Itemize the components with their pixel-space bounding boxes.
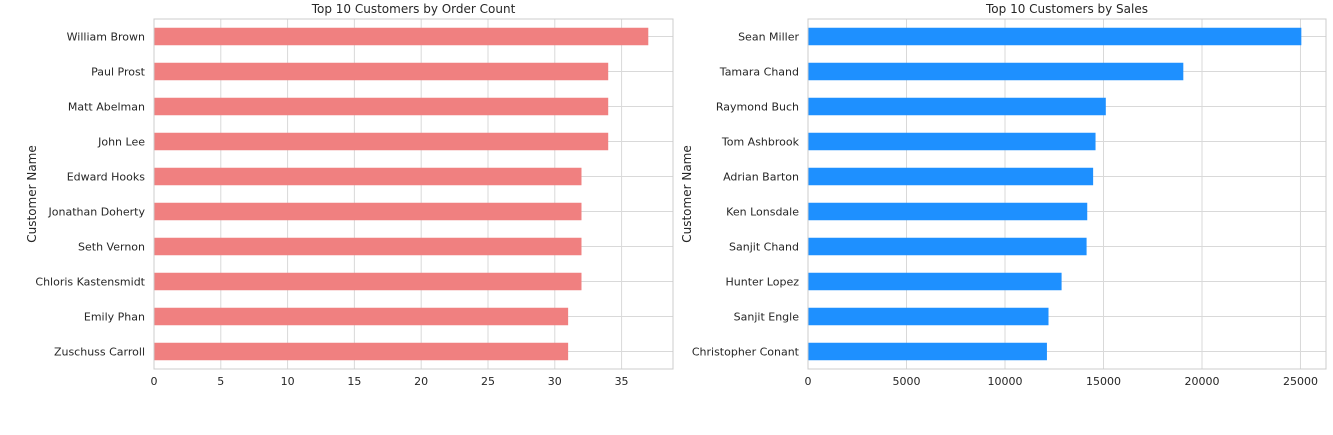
x-tick-label: 10 [281,375,295,388]
bar-1 [154,27,649,46]
bar-5 [154,167,582,186]
y-tick-label: Ken Lonsdale [726,206,799,219]
y-tick-label: John Lee [97,136,145,149]
x-tick-label: 35 [615,375,629,388]
bar-3 [154,97,609,116]
bar-4 [808,132,1096,151]
bar-8 [808,272,1062,291]
y-tick-label: Sanjit Chand [729,241,799,254]
y-tick-label: Sanjit Engle [734,311,800,324]
x-tick-label: 10000 [987,375,1022,388]
bar-6 [808,202,1088,221]
y-tick-label: Seth Vernon [78,241,145,254]
y-tick-label: William Brown [67,31,145,44]
y-tick-label: Edward Hooks [67,171,146,184]
y-tick-label: Paul Prost [91,66,146,79]
x-tick-label: 0 [805,375,812,388]
bar-9 [808,307,1049,326]
bar-9 [154,307,569,326]
bar-2 [808,62,1184,81]
bar-6 [154,202,582,221]
y-tick-label: Emily Phan [84,311,145,324]
bar-1 [808,27,1302,46]
x-tick-label: 15 [347,375,361,388]
y-tick-label: Hunter Lopez [725,276,799,289]
y-tick-label: Tom Ashbrook [721,136,800,149]
x-tick-label: 20000 [1184,375,1219,388]
x-tick-label: 20 [414,375,428,388]
x-tick-label: 0 [151,375,158,388]
y-tick-label: Sean Miller [738,31,799,44]
bar-5 [808,167,1094,186]
bar-4 [154,132,609,151]
bar-7 [808,237,1087,256]
chart-title: Top 10 Customers by Order Count [311,2,516,16]
bar-8 [154,272,582,291]
bar-10 [154,342,569,361]
x-tick-label: 5 [217,375,224,388]
y-tick-label: Adrian Barton [723,171,799,184]
x-tick-label: 25 [481,375,495,388]
bar-2 [154,62,609,81]
x-tick-label: 5000 [892,375,920,388]
bar-10 [808,342,1047,361]
bar-3 [808,97,1106,116]
y-tick-label: Raymond Buch [716,101,799,114]
x-tick-label: 30 [548,375,562,388]
x-tick-label: 15000 [1086,375,1121,388]
y-axis-label: Customer Name [25,145,39,243]
y-tick-label: Matt Abelman [68,101,145,114]
chart-panel-1: William Brown Paul Prost Matt Abelman John … [25,2,674,388]
y-tick-label: Christopher Conant [692,346,800,359]
y-axis-label: Customer Name [680,145,694,243]
plot-frame [153,18,674,370]
y-tick-label: Chloris Kastensmidt [35,276,145,289]
y-tick-label: Tamara Chand [719,66,799,79]
bar-7 [154,237,582,256]
y-tick-label: Jonathan Doherty [48,206,146,219]
plot-frame [807,18,1327,370]
x-tick-label: 25000 [1283,375,1318,388]
y-tick-label: Zuschuss Carroll [54,346,145,359]
chart-panel-2: Sean Miller Tamara Chand Raymond Buch Tom A… [680,2,1327,388]
chart-title: Top 10 Customers by Sales [985,2,1148,16]
